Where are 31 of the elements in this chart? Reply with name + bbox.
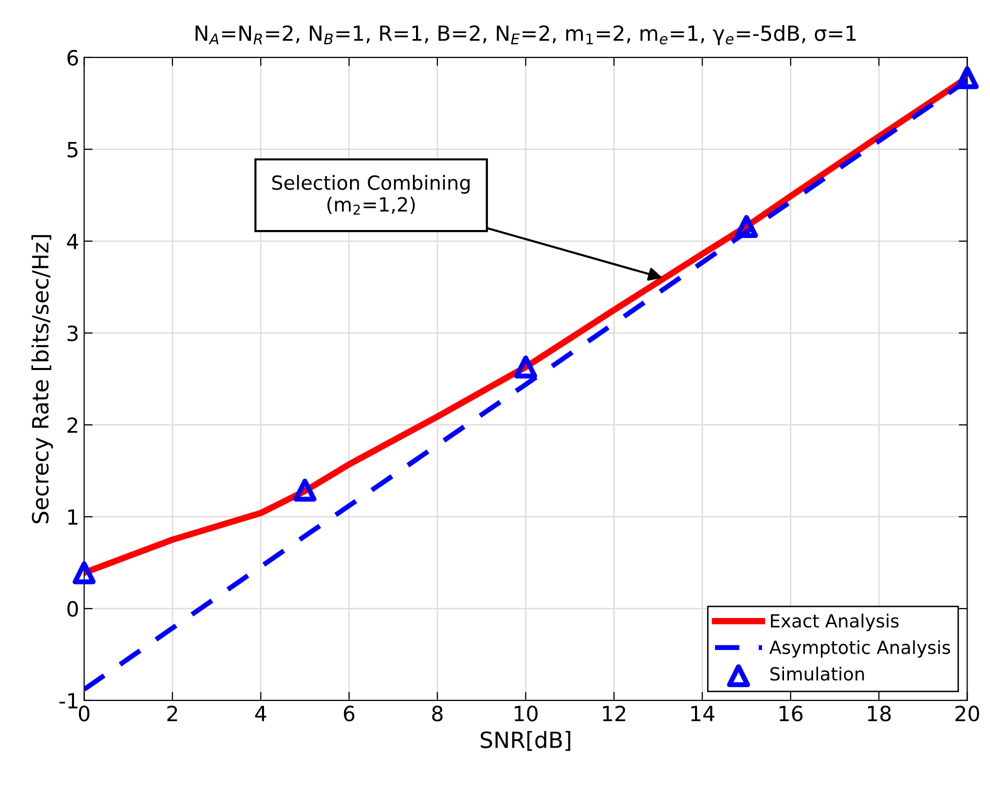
y-tick-label: 2: [68, 417, 78, 433]
y-tick-label: 5: [68, 142, 78, 158]
x-tick-label: 12: [603, 706, 626, 722]
point: [734, 214, 758, 238]
x-tick-label: 14: [691, 706, 714, 722]
x-tick-label: 2: [167, 706, 177, 722]
annotation: Selection Combining (m$_{2}$=1,2): [272, 174, 470, 215]
y-axis-title: Secrecy Rate [bits/sec/Hz]: [31, 235, 53, 524]
point: [514, 356, 538, 378]
point: [956, 66, 979, 90]
y-tick-label: 3: [68, 325, 78, 342]
legend-label: Simulation: [770, 666, 864, 681]
y-tick-label: 4: [67, 234, 78, 250]
x-tick-label: 16: [780, 706, 803, 722]
point: [293, 478, 316, 502]
legend-label: Exact Analysis: [770, 614, 899, 632]
chart-title: N$_{A}$=N$_{R}$=2, N$_{B}$=1, R=1, B=2, N$_{E}$=2, m$_{1}$=2, m$_{e}$=1, γ$_{e}$=-5dB, σ=1: [196, 24, 856, 46]
x-axis-title: SNR[dB]: [480, 731, 570, 751]
x-tick-label: 0: [78, 706, 90, 722]
x-tick-label: 10: [514, 706, 538, 722]
y-tick-label: 6: [67, 50, 78, 66]
y-tick-label: -1: [60, 693, 78, 708]
point: [72, 561, 96, 584]
y-tick-label: 0: [67, 601, 78, 617]
x-tick-label: 20: [956, 706, 980, 722]
x-tick-label: 6: [344, 706, 354, 722]
y-tick-label: 1: [68, 509, 78, 525]
legend-label: Asymptotic Analysis: [769, 640, 950, 658]
x-tick-label: 4: [255, 706, 266, 722]
x-tick-label: 8: [432, 706, 443, 722]
x-tick-label: 18: [868, 706, 891, 722]
